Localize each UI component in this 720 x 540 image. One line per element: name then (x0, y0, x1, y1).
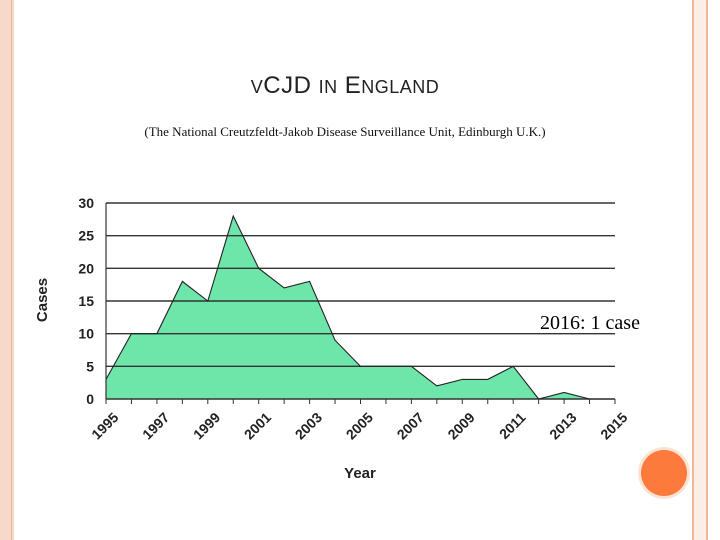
left-decor-bar (0, 0, 14, 540)
title-prefix: V (250, 77, 264, 97)
x-tick-label-2011: 2011 (496, 409, 529, 442)
x-tick-label-2003: 2003 (292, 409, 325, 442)
x-axis-label: Year (344, 465, 376, 482)
title-main: CJD (263, 72, 312, 99)
x-tick-label-2013: 2013 (546, 409, 579, 442)
slide-subtitle: (The National Creutzfeldt-Jakob Disease … (144, 124, 546, 139)
slide-title: VCJD IN ENGLAND (0, 72, 690, 100)
x-tick-label-2015: 2015 (597, 409, 630, 442)
y-tick-label-30: 30 (78, 195, 94, 211)
y-tick-label-0: 0 (86, 391, 94, 407)
y-tick-label-10: 10 (78, 326, 94, 342)
x-tick-label-1995: 1995 (88, 409, 121, 442)
y-tick-label-25: 25 (78, 228, 94, 244)
y-tick-label-20: 20 (78, 260, 94, 276)
title-in: IN (318, 77, 338, 97)
x-tick-label-2007: 2007 (394, 409, 427, 442)
y-axis-label: Cases (34, 278, 51, 322)
title-e: E (344, 72, 362, 99)
y-tick-label-15: 15 (78, 293, 94, 309)
annotation-2016: 2016: 1 case (540, 312, 640, 334)
x-tick-label-2005: 2005 (343, 409, 376, 442)
x-tick-label-2009: 2009 (444, 409, 477, 442)
title-rest: NGLAND (361, 77, 440, 97)
right-decor-bar (692, 0, 708, 540)
series-line (105, 214, 615, 400)
decor-orange-circle (641, 450, 687, 496)
x-tick-label-1997: 1997 (139, 409, 172, 442)
y-tick-label-5: 5 (86, 358, 94, 374)
area-fill (106, 216, 615, 399)
x-tick-label-2001: 2001 (241, 409, 274, 442)
x-tick-label-1999: 1999 (190, 409, 223, 442)
